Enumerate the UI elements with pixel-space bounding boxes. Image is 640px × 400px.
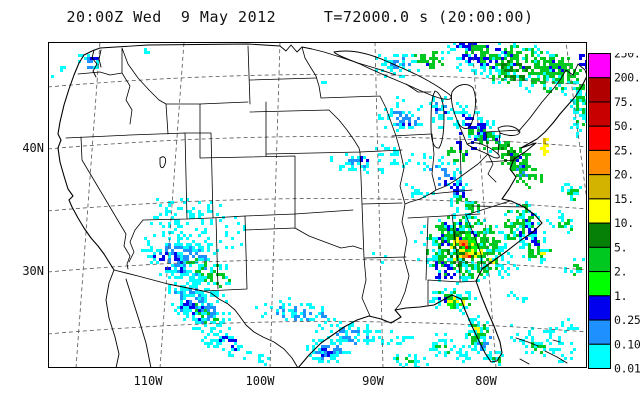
- colorbar-level-label: 25.: [614, 143, 634, 157]
- colorbar-swatch: [588, 53, 611, 79]
- colorbar-swatch: [588, 246, 611, 273]
- east-gulf-coastline: [297, 75, 587, 368]
- puget-sound-inlets: [91, 49, 102, 78]
- west-coastline: [57, 47, 115, 271]
- lon-tick-label: 80W: [475, 374, 497, 388]
- colorbar-swatch: [588, 222, 611, 248]
- colorbar-level-label: 0.25: [614, 313, 640, 327]
- colorbar-level-label: 50.: [614, 119, 634, 133]
- color-scale-legend: 250. 200. 75. 50. 25. 20. 15. 10. 5. 2. 1. 0.25 0.10…: [588, 53, 640, 376]
- parallel-gridline: [48, 259, 587, 273]
- parallel-gridline: [48, 136, 587, 150]
- lon-tick-label: 100W: [245, 374, 275, 388]
- parallel-gridline: [48, 74, 587, 88]
- lon-tick-label: 110W: [133, 374, 163, 388]
- us-precipitation-map: [48, 42, 587, 368]
- parallel-gridline: [48, 198, 587, 212]
- colorbar-swatch: [588, 125, 611, 151]
- colorbar-level-label: 200.: [614, 71, 640, 85]
- colorbar-level-label: 15.: [614, 192, 634, 206]
- meridian-gridline: [159, 42, 185, 368]
- colorbar-swatch: [588, 149, 611, 176]
- caribbean-islands: [515, 337, 568, 365]
- baja-gulf-of-california: [105, 269, 152, 368]
- great-salt-lake: [159, 156, 167, 169]
- colorbar-level-label: 2.: [614, 265, 627, 279]
- colorbar-swatch: [588, 271, 611, 297]
- latlon-graticule: [48, 42, 587, 368]
- meridian-gridline: [269, 42, 281, 368]
- colorbar-swatch: [588, 198, 611, 224]
- colorbar-level-label: 20.: [614, 168, 634, 182]
- colorbar-swatch: [588, 101, 611, 127]
- meridian-gridline: [565, 42, 587, 205]
- colorbar-level-label: 5.: [614, 240, 627, 254]
- meridian-gridline: [75, 42, 101, 368]
- state-borders: [65, 45, 527, 317]
- mexico-border-rio-grande: [113, 269, 299, 368]
- parallel-gridline: [48, 321, 587, 335]
- colorbar-level-label: 75.: [614, 95, 634, 109]
- great-lakes: [333, 50, 521, 159]
- colorbar-level-label: 1.: [614, 289, 627, 303]
- colorbar-swatch: [588, 319, 611, 345]
- map-border-frame: [48, 42, 587, 368]
- colorbar-level-label: 250.: [614, 53, 640, 61]
- colorbar-swatch: [588, 77, 611, 103]
- colorbar-level-label: 10.: [614, 216, 634, 230]
- colorbar-level-label: 0.10: [614, 337, 640, 351]
- colorbar-level-label: 0.01: [614, 362, 640, 376]
- colorbar-swatch: [588, 174, 611, 200]
- precip-shading-layer: [51, 42, 587, 368]
- meridian-gridline: [374, 42, 384, 368]
- colorbar-swatch: [588, 343, 611, 369]
- lat-tick-label: 30N: [22, 264, 44, 278]
- geography-layer: [57, 43, 587, 368]
- meridian-gridline: [471, 42, 497, 368]
- lat-tick-label: 40N: [22, 141, 44, 155]
- lon-tick-label: 90W: [362, 374, 384, 388]
- colorbar-swatch: [588, 295, 611, 321]
- map-title: 20:00Z Wed 9 May 2012 T=72000.0 s (20:00…: [66, 8, 534, 26]
